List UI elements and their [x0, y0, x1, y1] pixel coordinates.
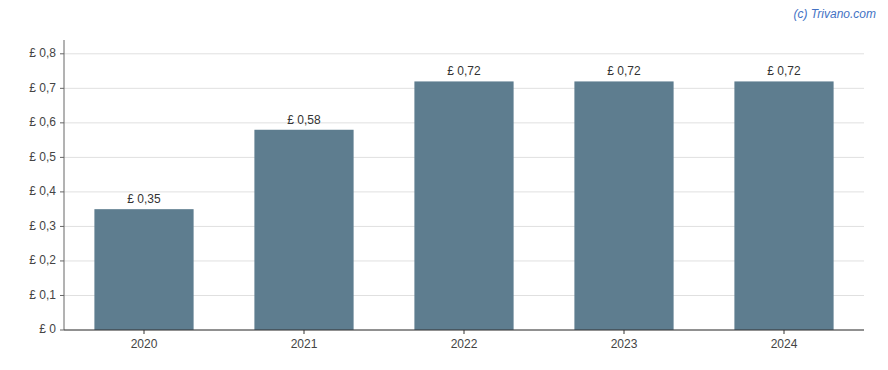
y-tick: [60, 330, 64, 331]
watermark: (c) Trivano.com: [794, 7, 876, 21]
y-axis: £ 0 £ 0,1 £ 0,2 £ 0,3 £ 0,4 £ 0,5 £ 0,6 £ 0,7 £ …: [29, 40, 64, 336]
data-label: £ 0,58: [287, 113, 321, 127]
bar: [734, 81, 833, 330]
y-tick: [60, 260, 64, 261]
y-tick: [60, 53, 64, 54]
x-tick: [784, 330, 785, 334]
y-tick-label: £ 0,5: [29, 150, 56, 164]
y-grid: [64, 54, 864, 330]
y-tick-label: £ 0,7: [29, 81, 56, 95]
data-label: £ 0,72: [447, 64, 481, 78]
data-label: £ 0,35: [127, 192, 161, 206]
grid-line: [64, 53, 864, 54]
y-tick-label: £ 0,8: [29, 46, 56, 60]
x-tick-label: 2021: [291, 337, 318, 351]
y-tick: [60, 191, 64, 192]
x-tick: [144, 330, 145, 334]
y-tick: [60, 226, 64, 227]
x-tick-label: 2024: [771, 337, 798, 351]
x-axis: 2020 2021 2022 2023 2024: [64, 330, 864, 351]
x-tick-label: 2023: [611, 337, 638, 351]
bar: [574, 81, 673, 330]
bar: [94, 209, 193, 330]
y-tick-label: £ 0,3: [29, 219, 56, 233]
y-axis-line: [64, 40, 65, 330]
chart-svg: £ 0 £ 0,1 £ 0,2 £ 0,3 £ 0,4 £ 0,5 £ 0,6 £ 0,7 £ …: [0, 0, 888, 370]
y-tick-label: £ 0,1: [29, 288, 56, 302]
x-tick: [624, 330, 625, 334]
y-tick-label: £ 0,4: [29, 184, 56, 198]
bar: [254, 130, 353, 330]
x-tick: [464, 330, 465, 334]
y-tick: [60, 295, 64, 296]
data-label: £ 0,72: [607, 64, 641, 78]
data-labels: £ 0,35 £ 0,58 £ 0,72 £ 0,72 £ 0,72: [127, 64, 801, 206]
x-tick-label: 2022: [451, 337, 478, 351]
bars: [94, 81, 833, 330]
bar: [414, 81, 513, 330]
y-tick: [60, 88, 64, 89]
y-tick-label: £ 0,2: [29, 253, 56, 267]
y-tick-label: £ 0: [39, 322, 56, 336]
chart-container: £ 0 £ 0,1 £ 0,2 £ 0,3 £ 0,4 £ 0,5 £ 0,6 £ 0,7 £ …: [0, 0, 888, 370]
y-tick: [60, 157, 64, 158]
y-tick: [60, 122, 64, 123]
x-tick-label: 2020: [131, 337, 158, 351]
y-tick-label: £ 0,6: [29, 115, 56, 129]
data-label: £ 0,72: [767, 64, 801, 78]
x-tick: [304, 330, 305, 334]
